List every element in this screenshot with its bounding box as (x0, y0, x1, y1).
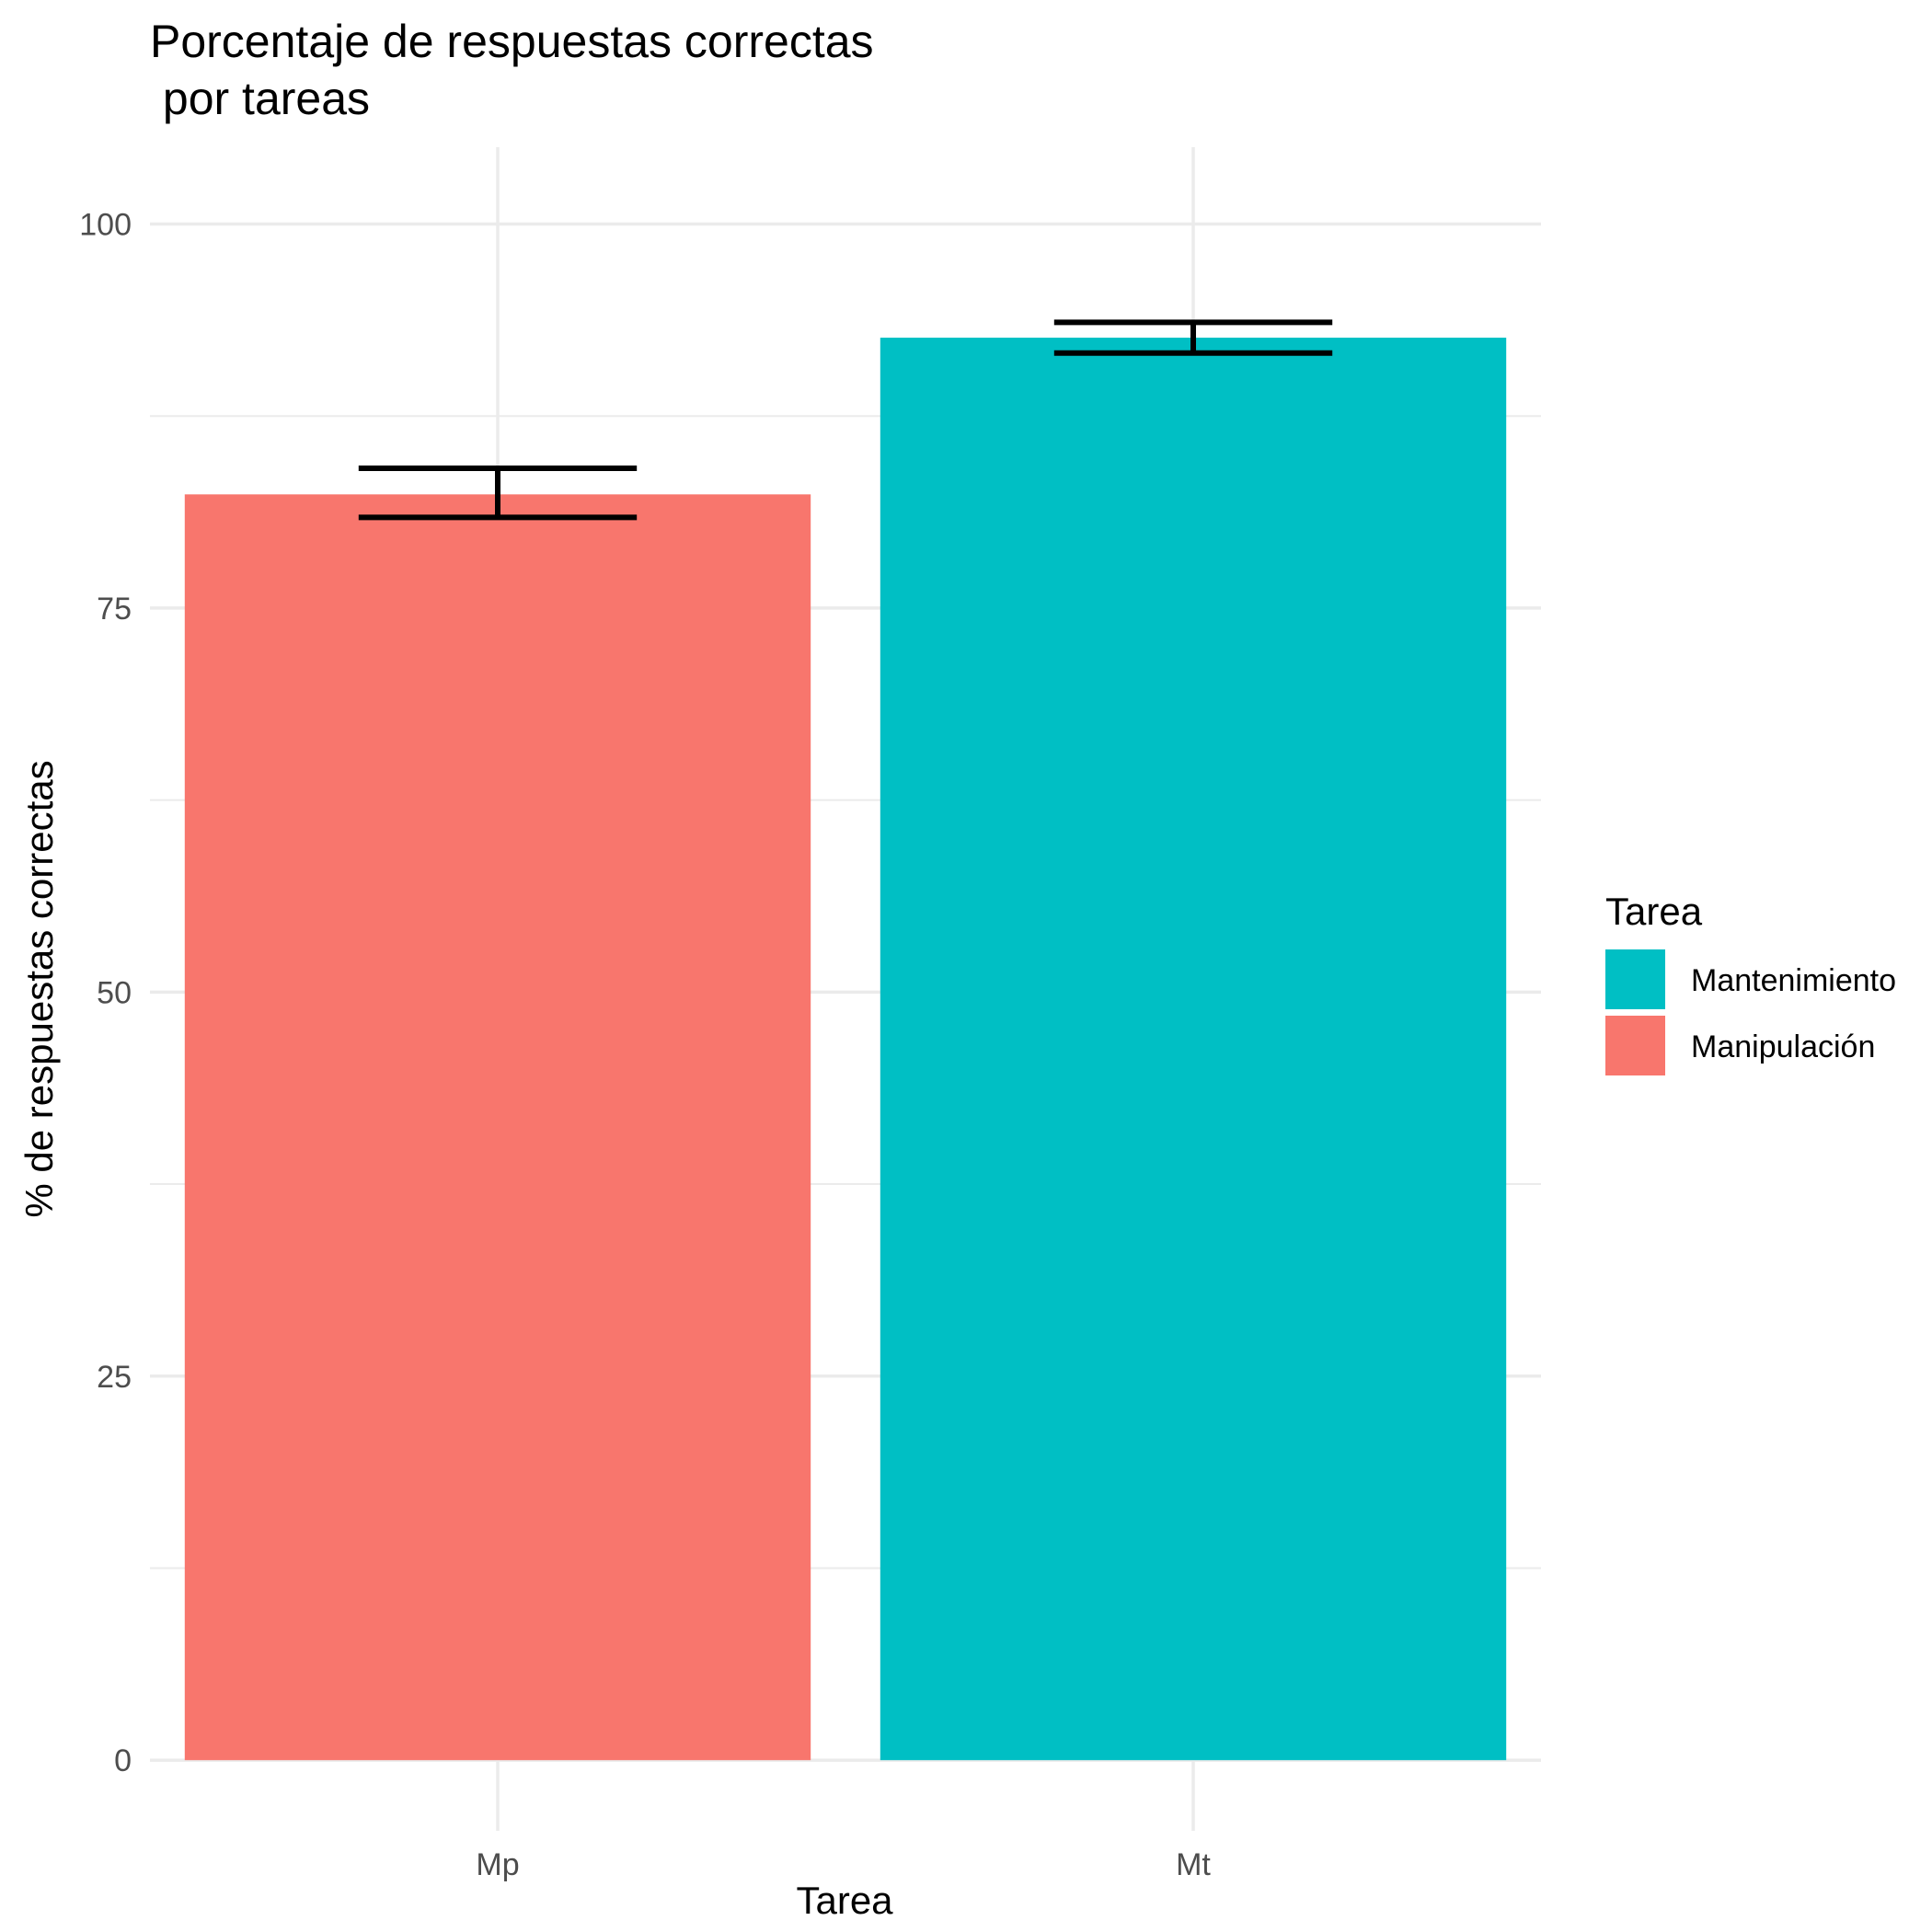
y-tick-label: 100 (79, 207, 132, 242)
y-tick-label: 75 (97, 592, 132, 627)
y-tick-label: 25 (97, 1360, 132, 1395)
error-bar-mt (1053, 319, 1333, 356)
legend-title: Tarea (1605, 890, 1703, 933)
y-tick-label: 50 (97, 975, 132, 1010)
y-tick-label: 0 (114, 1743, 132, 1778)
error-bars-group (358, 319, 1333, 521)
legend-key (1605, 949, 1665, 1009)
chart-title-line-2: por tareas (150, 73, 370, 124)
bar-mt (880, 338, 1507, 1761)
error-bar-mp (358, 465, 638, 521)
y-axis-title: % de respuestas correctas (17, 760, 61, 1217)
legend-key (1605, 1016, 1665, 1075)
y-axis-tick-labels: 0 25 50 75 100 (79, 207, 132, 1778)
chart-title-line-1: Porcentaje de respuestas correctas (150, 16, 874, 67)
legend-label: Mantenimiento (1691, 963, 1896, 998)
x-axis-title: Tarea (796, 1879, 893, 1922)
x-axis-tick-labels: Mp Mt (476, 1847, 1211, 1882)
x-tick-label: Mp (476, 1847, 519, 1882)
x-tick-label: Mt (1176, 1847, 1211, 1882)
legend: Tarea Mantenimiento Manipulación (1605, 890, 1896, 1075)
bars-group (184, 338, 1507, 1761)
legend-items: Mantenimiento Manipulación (1605, 949, 1896, 1075)
bar-mp (184, 494, 811, 1761)
legend-label: Manipulación (1691, 1029, 1875, 1064)
legend-item: Manipulación (1605, 1016, 1875, 1075)
legend-item: Mantenimiento (1605, 949, 1896, 1009)
